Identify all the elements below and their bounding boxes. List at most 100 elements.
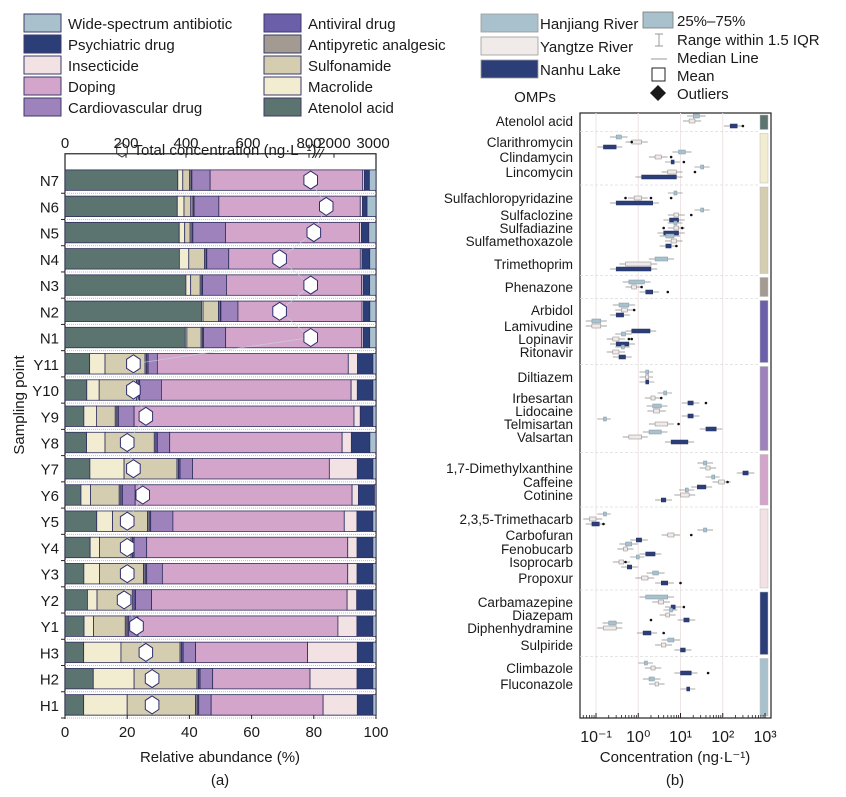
bar-row-h1 (64, 694, 377, 716)
box-atenolol-acid-N (729, 123, 738, 129)
y-tick-label: H3 (40, 645, 59, 662)
outlier-point (649, 196, 653, 200)
box-plot-area: Atenolol acidClarithromycinClindamycinLi… (444, 112, 777, 746)
x-tick-label: 60 (243, 724, 260, 741)
legend-label-doping: Doping (68, 79, 116, 96)
top-tick-label: 800 (296, 135, 321, 152)
outlier-point (679, 581, 682, 585)
class-bar-atenolol-acid (759, 114, 769, 130)
bar-segment-insecticide (309, 668, 358, 690)
box-fluconazole-H (648, 676, 655, 682)
compound-label-lopinavir: Lopinavir (518, 332, 573, 347)
class-bar-sulfonamide (759, 186, 769, 274)
x-tick-label: 20 (119, 724, 136, 741)
stacked-bars: N7 N6 N5 N4 N3 N2 N1 Y11 Y10 Y9 Y8 Y7 Y6 Y5 Y4 Y3 Y2 Y1 H3… (32, 153, 377, 719)
box-caffeine-Y (718, 479, 725, 485)
bar-segment-macrolide (178, 248, 190, 270)
outlier-point (624, 560, 627, 564)
panel-b-box-plot: OMPs Atenolol acid ClarithromycinClindamy… (444, 89, 777, 789)
box-carbamazepine-N (670, 604, 676, 610)
bar-segment-cardiovascular-drug (220, 300, 239, 322)
box-sulfamethoxazole-N (665, 243, 672, 249)
outlier-point (602, 522, 605, 526)
bar-segment-wide-spectrum-antibiotic (372, 615, 377, 637)
legend-label-antipyretic-analgesic: Antipyretic analgesic (308, 37, 446, 54)
bar-segment-sulfonamide (186, 326, 202, 349)
legend-label-range: Range within 1.5 IQR (677, 32, 820, 49)
outlier-point (704, 401, 708, 405)
outlier-point (662, 226, 665, 230)
y-tick-label: N7 (40, 173, 59, 190)
bar-segment-wide-spectrum-antibiotic (372, 668, 377, 690)
y-tick-label: Y5 (41, 514, 59, 531)
bar-row-n5 (64, 221, 377, 244)
bar-segment-cardiovascular-drug (147, 353, 158, 375)
bar-segment-doping (210, 694, 324, 716)
bar-segment-insecticide (346, 589, 358, 611)
class-bar-antiviral-drug (759, 300, 769, 363)
bar-segment-doping (228, 248, 361, 270)
bar-segment-doping (161, 379, 352, 401)
bar-row-y11 (64, 353, 377, 375)
y-tick-label: Y11 (33, 357, 59, 374)
outlier-point (682, 605, 686, 609)
outlier-point (649, 618, 653, 622)
class-bar-insecticide (759, 508, 769, 589)
box-sulfaclozine-Y (673, 212, 679, 218)
bar-row-n1 (64, 326, 377, 349)
bar-segment-atenolol-acid (64, 536, 91, 559)
box-clindamycin-H (678, 149, 686, 155)
bar-segment-psychiatric-drug (356, 615, 374, 637)
box-1-7-dimethylxanthine-N (742, 470, 749, 476)
bar-segment-insecticide (351, 484, 359, 506)
legend-label-sulfonamide: Sulfonamide (308, 58, 391, 75)
compound-label-sulfachloropyridazine: Sulfachloropyridazine (444, 191, 573, 206)
outlier-point (677, 422, 680, 426)
bar-segment-psychiatric-drug (356, 379, 374, 401)
class-bar-wide-spectrum-antibiotic (759, 658, 769, 717)
legend-label-cardiovascular-drug: Cardiovascular drug (68, 100, 202, 117)
compound-label-arbidol: Arbidol (531, 303, 573, 318)
bar-segment-insecticide (337, 615, 358, 637)
box-ritonavir-H (621, 344, 625, 350)
bar-row-y1 (64, 615, 377, 637)
bar-segment-insecticide (341, 431, 352, 454)
box-irbesartan-Y (650, 395, 656, 401)
bar-segment-insecticide (347, 536, 358, 559)
bar-segment-wide-spectrum-antibiotic (372, 694, 377, 716)
bar-segment-doping (137, 615, 339, 637)
bar-segment-insecticide (353, 405, 361, 427)
legend-label-psychiatric-drug: Psychiatric drug (68, 37, 175, 54)
box-propoxur-N (660, 580, 669, 586)
total-concentration-marker (319, 196, 334, 217)
bar-segment-wide-spectrum-antibiotic (369, 326, 377, 349)
bar-segment-sulfonamide (126, 694, 197, 716)
bar-segment-atenolol-acid (64, 300, 202, 322)
legend-swatch-psychiatric-drug (23, 34, 62, 54)
bar-segment-doping (218, 195, 361, 217)
box-propoxur-Y (641, 575, 649, 581)
box-arbidol-N (615, 312, 624, 318)
bar-segment-wide-spectrum-antibiotic (369, 274, 377, 296)
box-diphenhydramine-N (642, 630, 652, 636)
outlier-point (693, 170, 697, 174)
bar-row-y5 (64, 510, 377, 532)
panel-b-label: (b) (666, 772, 684, 789)
compound-label-clindamycin: Clindamycin (499, 150, 573, 165)
bar-segment-wide-spectrum-antibiotic (372, 458, 377, 480)
bar-segment-cardiovascular-drug (199, 668, 214, 690)
bar-segment-cardiovascular-drug (198, 694, 212, 716)
compound-label-isoprocarb: Isoprocarb (509, 555, 573, 570)
box-lamivudine-Y (591, 323, 602, 329)
legend-swatch-doping (23, 76, 62, 96)
bar-segment-wide-spectrum-antibiotic (372, 536, 377, 559)
bar-segment-cardiovascular-drug (122, 484, 136, 506)
box-diltiazem-H (645, 369, 649, 375)
bar-segment-sulfonamide (96, 405, 116, 427)
compound-label-fluconazole: Fluconazole (500, 677, 573, 692)
bar-segment-cardiovascular-drug (192, 221, 226, 244)
bar-segment-cardiovascular-drug (182, 641, 197, 664)
total-concentration-marker (135, 485, 150, 505)
box-cotinine-Y (680, 492, 690, 498)
